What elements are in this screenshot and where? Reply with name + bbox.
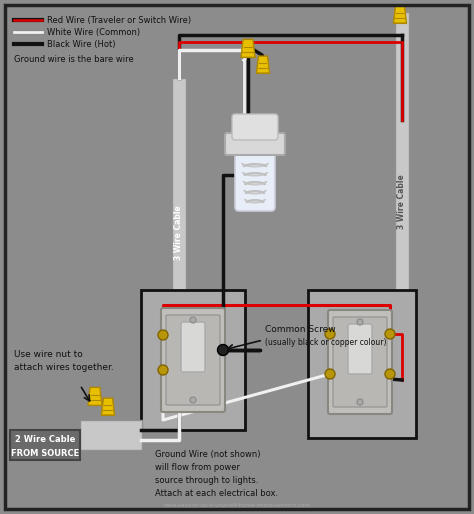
FancyBboxPatch shape xyxy=(328,310,392,414)
Circle shape xyxy=(325,369,335,379)
Bar xyxy=(308,290,416,438)
Bar xyxy=(80,420,142,450)
Polygon shape xyxy=(241,40,255,58)
Text: (usually black or copper colour): (usually black or copper colour) xyxy=(265,338,386,347)
Text: will flow from power: will flow from power xyxy=(155,463,240,472)
FancyBboxPatch shape xyxy=(161,308,225,412)
Circle shape xyxy=(190,317,196,323)
Text: White Wire (Common): White Wire (Common) xyxy=(47,28,140,36)
Text: Ground wire is the bare wire: Ground wire is the bare wire xyxy=(14,56,134,64)
Text: FROM SOURCE: FROM SOURCE xyxy=(11,449,79,457)
Text: Use wire nut to
attach wires together.: Use wire nut to attach wires together. xyxy=(14,350,114,372)
Circle shape xyxy=(190,397,196,403)
Text: source through to lights.: source through to lights. xyxy=(155,476,258,485)
FancyBboxPatch shape xyxy=(235,151,275,211)
Circle shape xyxy=(385,369,395,379)
Text: Common Screw: Common Screw xyxy=(265,325,336,334)
Bar xyxy=(172,78,186,388)
FancyBboxPatch shape xyxy=(333,317,387,407)
Circle shape xyxy=(325,329,335,339)
FancyBboxPatch shape xyxy=(225,133,285,155)
Text: 3 Wire Cable: 3 Wire Cable xyxy=(174,206,183,261)
FancyBboxPatch shape xyxy=(232,114,278,140)
Bar xyxy=(10,430,80,460)
FancyBboxPatch shape xyxy=(166,315,220,405)
Polygon shape xyxy=(88,388,102,406)
Text: Black Wire (Hot): Black Wire (Hot) xyxy=(47,40,116,48)
Bar xyxy=(395,12,409,392)
Polygon shape xyxy=(101,398,115,415)
Bar xyxy=(141,290,245,430)
Circle shape xyxy=(357,319,363,325)
FancyBboxPatch shape xyxy=(181,322,205,372)
Circle shape xyxy=(158,365,168,375)
Text: Red Wire (Traveler or Switch Wire): Red Wire (Traveler or Switch Wire) xyxy=(47,15,191,25)
Text: www.easy-to-do-it-yourself-home-improvements.com: www.easy-to-do-it-yourself-home-improvem… xyxy=(164,503,310,507)
Text: Attach at each electrical box.: Attach at each electrical box. xyxy=(155,489,278,498)
FancyBboxPatch shape xyxy=(348,324,372,374)
Circle shape xyxy=(218,344,228,356)
Polygon shape xyxy=(256,56,270,73)
Circle shape xyxy=(357,399,363,405)
Text: 3 Wire Cable: 3 Wire Cable xyxy=(398,175,407,229)
Polygon shape xyxy=(393,6,407,23)
Circle shape xyxy=(158,330,168,340)
Circle shape xyxy=(385,329,395,339)
Text: Ground Wire (not shown): Ground Wire (not shown) xyxy=(155,450,261,459)
Text: 2 Wire Cable: 2 Wire Cable xyxy=(15,435,75,445)
